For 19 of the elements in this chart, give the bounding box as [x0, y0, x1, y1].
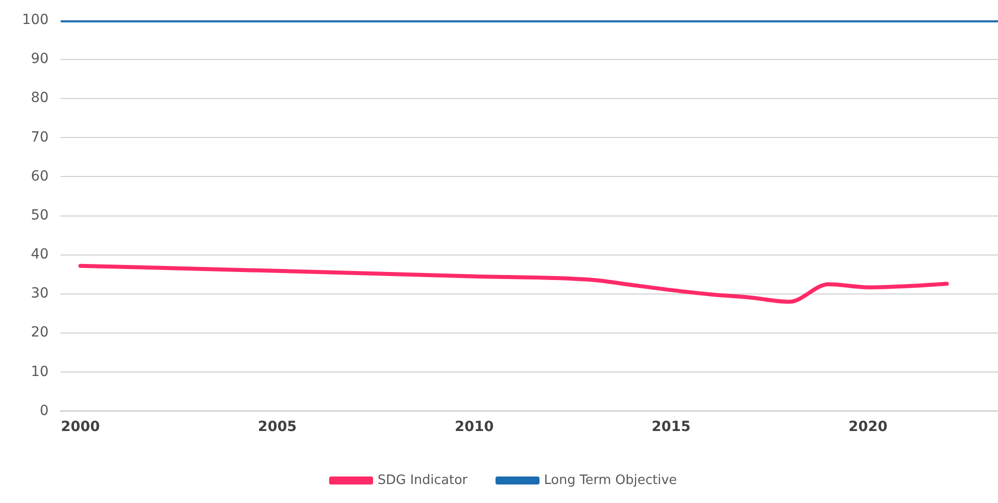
- y-tick-label: 50: [30, 207, 49, 224]
- x-tick-label: 2000: [60, 419, 100, 436]
- x-tick-label: 2010: [454, 419, 494, 436]
- y-tick-label: 60: [30, 168, 49, 184]
- x-tick-label: 2015: [652, 419, 691, 436]
- line-series: [78, 264, 949, 304]
- legend-label: Long Term Objective: [544, 472, 677, 488]
- x-tick-label: 2020: [848, 419, 888, 436]
- x-tick-label: 2005: [258, 419, 297, 436]
- y-tick-label: 100: [22, 12, 49, 28]
- y-tick-label: 0: [40, 402, 49, 419]
- y-tick-label: 10: [30, 364, 49, 380]
- y-tick-label: 40: [30, 246, 49, 263]
- y-tick-label: 90: [30, 51, 49, 68]
- legend-label: SDG Indicator: [378, 472, 468, 488]
- y-tick-label: 80: [30, 90, 49, 106]
- y-tick-label: 20: [30, 324, 49, 341]
- y-tick-label: 70: [30, 129, 49, 146]
- y-tick-label: 30: [30, 286, 49, 302]
